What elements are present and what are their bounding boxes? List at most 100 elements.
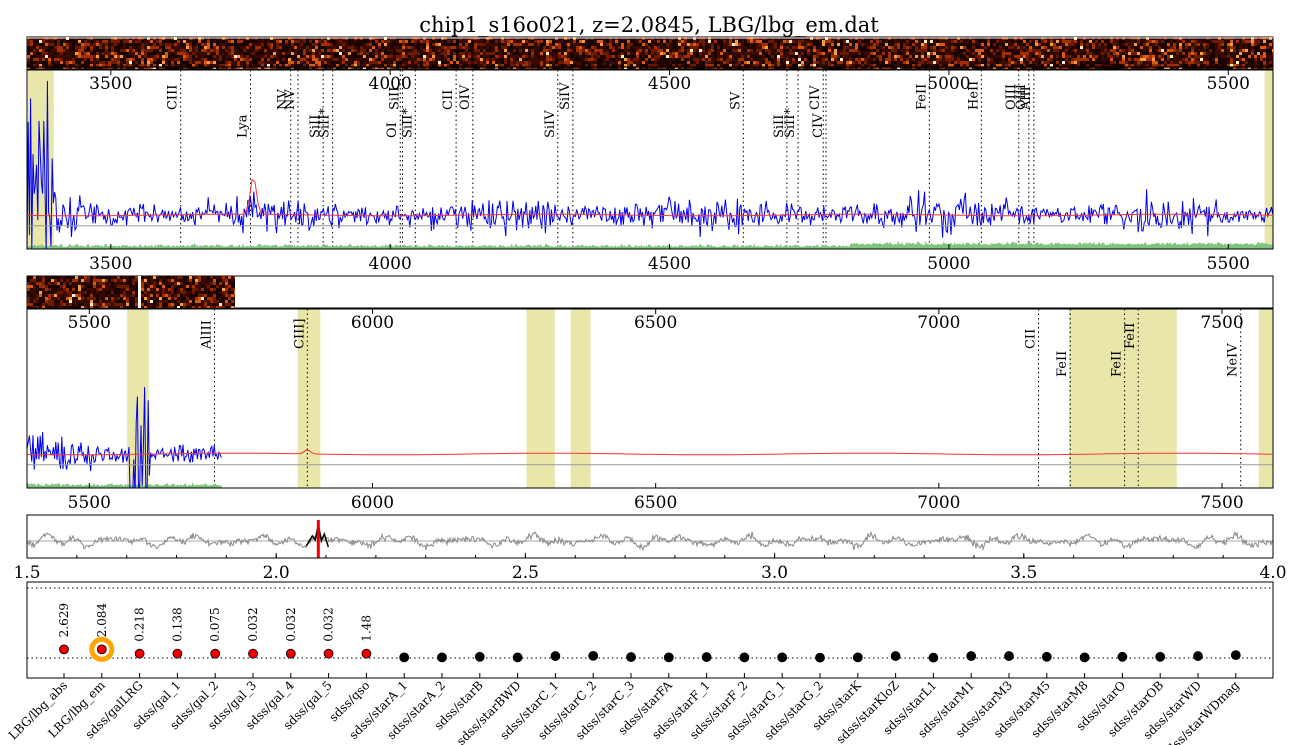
emission-line-label: AlII [1019, 86, 1034, 111]
template-point[interactable] [890, 651, 901, 661]
emission-line-label: CII [441, 90, 456, 110]
emission-line-label: AlIII [199, 320, 214, 350]
emission-line-label: OI [385, 122, 400, 138]
template-point[interactable] [1155, 651, 1166, 662]
template-point[interactable] [1117, 651, 1128, 662]
x-tick-label-inner: 5000 [927, 74, 970, 94]
masked-region [1264, 70, 1273, 249]
template-point[interactable] [1004, 651, 1014, 661]
masked-region [1069, 309, 1177, 488]
emission-line-label: FeII [1123, 323, 1138, 349]
template-point[interactable] [701, 652, 712, 662]
x-tick-label-inner: 6500 [634, 313, 677, 333]
template-point[interactable] [966, 651, 977, 661]
masked-region [526, 309, 555, 488]
model-line-top [27, 178, 1272, 217]
emission-line-label: SV [728, 91, 743, 110]
template-point[interactable] [96, 644, 107, 655]
template-fit-panel[interactable]: 2.629LBG/lbg_abs2.084LBG/lbg_em0.218sdss… [6, 581, 1274, 745]
x-tick-label: 5500 [1207, 254, 1250, 274]
flux-line-top [27, 80, 1273, 249]
template-point[interactable] [1193, 651, 1203, 661]
template-point[interactable] [323, 648, 334, 659]
emission-line-label: SiII [387, 87, 402, 110]
template-point[interactable] [59, 644, 69, 655]
x-tick-label: 2.0 [263, 563, 290, 583]
template-point[interactable] [739, 652, 750, 663]
template-redshift-label: 0.075 [208, 607, 222, 641]
template-point[interactable] [210, 648, 221, 659]
emission-line-label: OIV [458, 84, 473, 110]
masked-region [297, 309, 321, 488]
noise-fill-top [27, 240, 1273, 249]
emission-line-label: CIII [166, 85, 181, 110]
spectrum-2d-image-top [26, 36, 1274, 70]
x-tick-label-inner: 7500 [1200, 313, 1243, 333]
template-point[interactable] [1079, 652, 1090, 663]
template-redshift-label: 2.629 [57, 603, 71, 637]
template-redshift-label: 0.138 [170, 607, 184, 641]
emission-line-label: SiII* [783, 108, 798, 138]
template-point[interactable] [474, 651, 485, 662]
template-point[interactable] [1041, 651, 1052, 662]
template-point[interactable] [399, 652, 410, 663]
spectrum-2d-image-bottom [26, 275, 1274, 309]
emission-line-label: FeII [914, 84, 929, 110]
emission-line-label: SiII* [318, 108, 333, 138]
template-point[interactable] [285, 648, 296, 659]
x-tick-label: 6500 [634, 493, 677, 513]
emission-line-label: SiII [308, 115, 323, 138]
template-point[interactable] [437, 652, 447, 663]
emission-line-label: FeII [1110, 351, 1125, 377]
template-point[interactable] [928, 652, 939, 663]
emission-line-label: NV [276, 89, 291, 110]
template-point[interactable] [815, 652, 825, 663]
template-point[interactable] [663, 652, 674, 663]
template-point[interactable] [512, 652, 523, 663]
emission-line-label: CIV [811, 113, 826, 138]
emission-line-label: CIII] [292, 319, 307, 349]
template-point[interactable] [134, 648, 145, 659]
template-point[interactable] [172, 648, 183, 659]
x-tick-label: 3500 [89, 254, 132, 274]
x-tick-label-inner: 4500 [648, 74, 691, 94]
template-point[interactable] [1230, 650, 1241, 661]
x-tick-label: 7000 [917, 493, 960, 513]
emission-line-label: SiII* [400, 108, 415, 138]
template-point[interactable] [588, 650, 599, 661]
masked-region [570, 309, 591, 488]
template-point[interactable] [248, 648, 258, 659]
x-tick-label-inner: 3500 [89, 74, 132, 94]
template-point[interactable] [777, 652, 788, 663]
emission-line-label: NeIV [1226, 343, 1241, 377]
x-tick-label: 4000 [369, 254, 412, 274]
emission-line-label: SiII [772, 115, 787, 138]
emission-line-label: SiIV [558, 82, 573, 110]
x-tick-label: 5500 [68, 493, 111, 513]
template-point[interactable] [361, 648, 372, 659]
template-point[interactable] [852, 652, 863, 663]
x-tick-label-inner: 5500 [1207, 74, 1250, 94]
template-point[interactable] [550, 651, 561, 661]
noise-fill-bottom [27, 482, 223, 488]
template-redshift-label: 2.084 [95, 603, 109, 638]
x-tick-label-inner: 6000 [351, 313, 394, 333]
emission-line-label: OIII [1004, 84, 1019, 110]
model-line-bottom [27, 449, 1272, 456]
x-tick-label: 6000 [351, 493, 394, 513]
flux-line-bottom [27, 386, 222, 488]
x-tick-label-inner: 5500 [68, 313, 111, 333]
template-redshift-label: 0.032 [322, 607, 336, 641]
emission-line-label: NV [283, 89, 298, 110]
x-tick-label: 3.5 [1010, 563, 1037, 583]
template-point[interactable] [626, 652, 636, 662]
x-tick-label: 3.0 [761, 563, 788, 583]
xcorr-panel[interactable]: 1.5 2.0 2.5 3.0 3.5 4.0 [13, 514, 1287, 583]
emission-line-label: Lya [235, 114, 250, 138]
x-tick-label: 2.5 [512, 563, 539, 583]
x-tick-label-inner: 7000 [917, 313, 960, 333]
x-tick-label: 4500 [648, 254, 691, 274]
spectrum-panel-bottom[interactable]: AlIII CIII] CII FeII FeII FeII NeIV 5500 5500 60… [26, 308, 1274, 513]
